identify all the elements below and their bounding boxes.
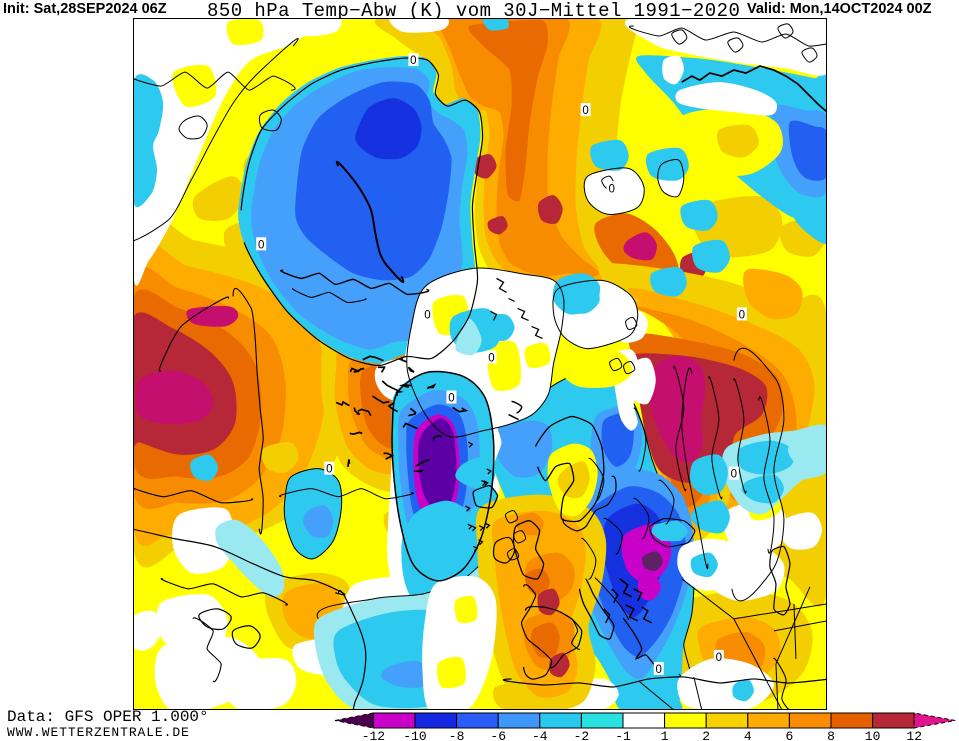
svg-text:-10: -10 <box>403 729 426 741</box>
svg-text:6: 6 <box>785 729 793 741</box>
svg-text:-4: -4 <box>532 729 548 741</box>
svg-text:2: 2 <box>702 729 710 741</box>
svg-text:0: 0 <box>656 664 662 676</box>
svg-text:0: 0 <box>448 393 454 405</box>
svg-text:0: 0 <box>716 652 722 664</box>
svg-text:0: 0 <box>424 309 430 321</box>
svg-text:-2: -2 <box>574 729 590 741</box>
svg-text:8: 8 <box>827 729 835 741</box>
svg-text:0: 0 <box>582 105 588 117</box>
svg-text:0: 0 <box>410 55 416 67</box>
svg-text:0: 0 <box>258 239 264 251</box>
svg-text:0: 0 <box>739 309 745 321</box>
svg-text:12: 12 <box>906 729 922 741</box>
svg-text:4: 4 <box>744 729 752 741</box>
svg-text:-8: -8 <box>449 729 465 741</box>
svg-text:0: 0 <box>488 352 494 364</box>
svg-text:-12: -12 <box>362 729 385 741</box>
svg-text:0: 0 <box>326 464 332 476</box>
svg-text:-1: -1 <box>615 729 631 741</box>
svg-text:-6: -6 <box>490 729 506 741</box>
svg-text:10: 10 <box>865 729 881 741</box>
svg-text:0: 0 <box>608 183 614 195</box>
svg-text:0: 0 <box>731 469 737 481</box>
svg-text:1: 1 <box>661 729 669 741</box>
